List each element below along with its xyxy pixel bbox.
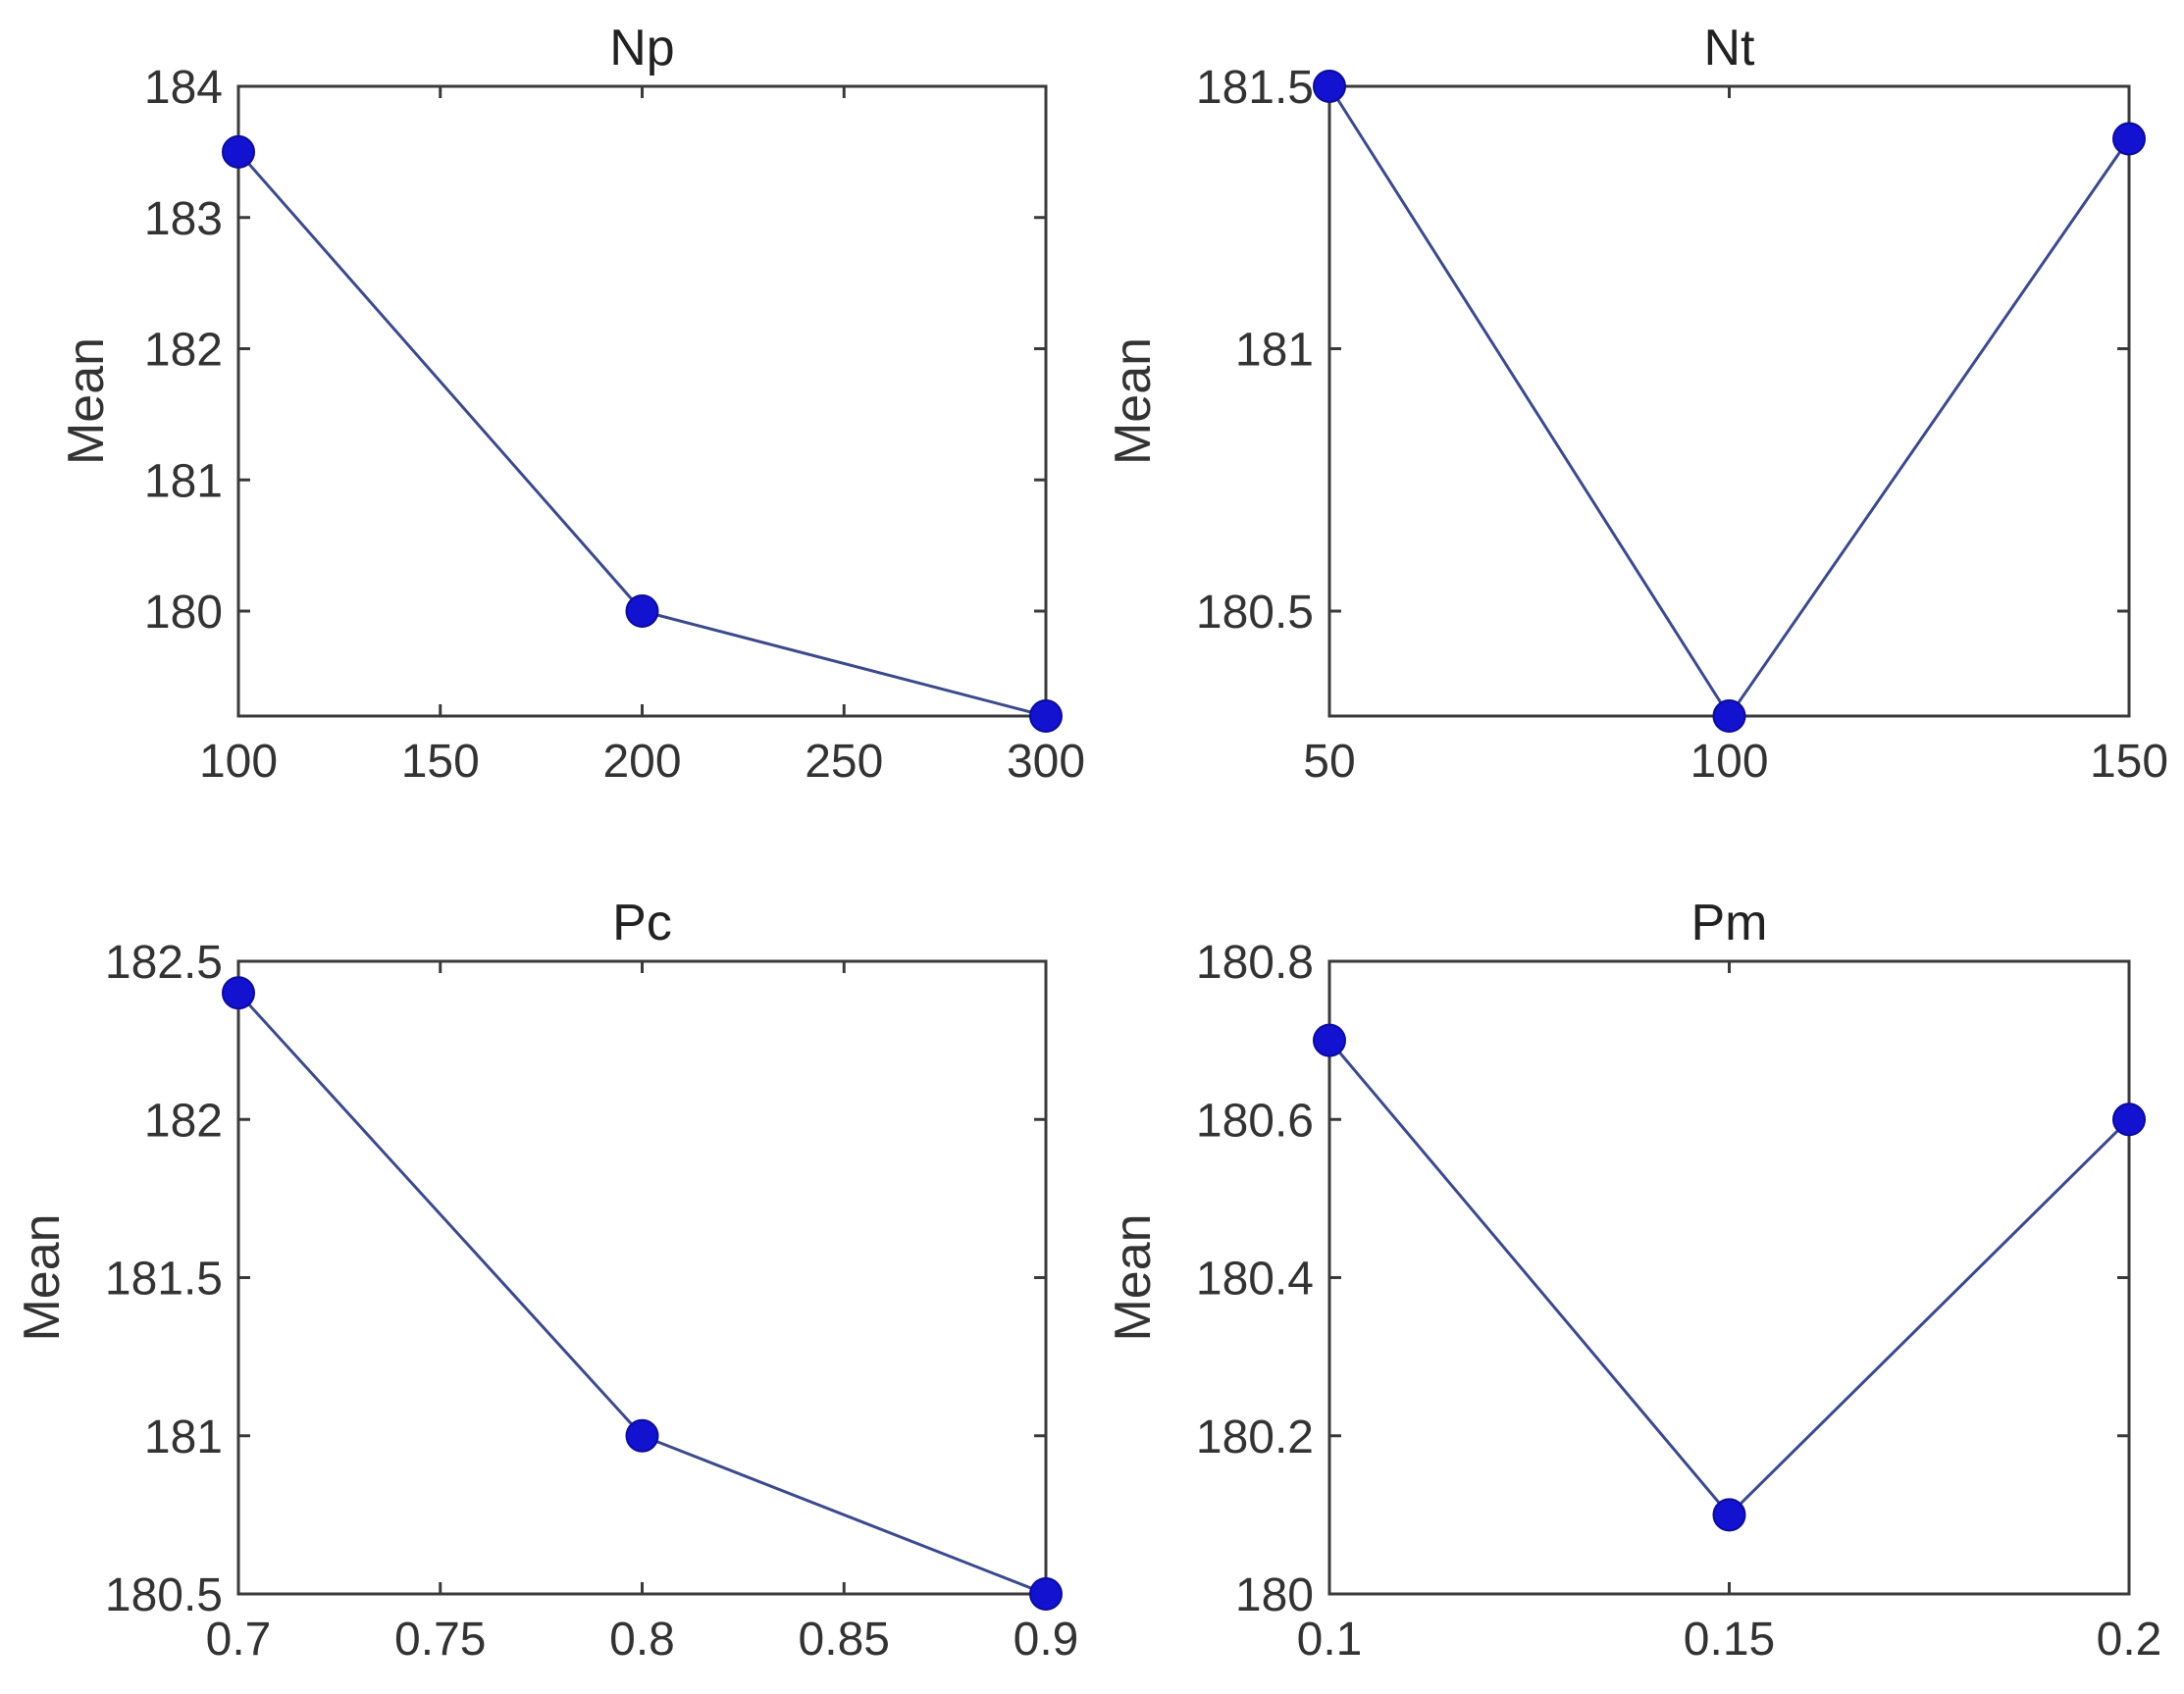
chart3-data-point xyxy=(1712,1498,1746,1532)
chart3-title: Pm xyxy=(1691,895,1768,951)
chart0-ylabel: Mean xyxy=(58,337,115,465)
chart2-ytick-label: 182.5 xyxy=(105,937,223,989)
subplot-pm: 0.1 0.15 0.2 180 180.2 180.4 180.6 180.8 Pm Mean xyxy=(1105,895,2161,1666)
chart1-ylabel: Mean xyxy=(1105,337,1162,465)
chart2-xtick-label: 0.85 xyxy=(799,1614,890,1666)
chart0-ytick-label: 184 xyxy=(144,62,223,114)
chart0-xtick-label: 100 xyxy=(199,736,278,788)
chart1-data-point xyxy=(1712,699,1746,733)
chart3-ytick-label: 180 xyxy=(1235,1569,1314,1621)
chart1-ytick-label: 181.5 xyxy=(1196,62,1314,114)
chart3-ylabel: Mean xyxy=(1105,1213,1162,1341)
chart2-ylabel: Mean xyxy=(14,1213,71,1341)
chart1-xtick-label: 100 xyxy=(1690,736,1768,788)
chart2-xtick-label: 0.75 xyxy=(394,1614,486,1666)
subplot-np: 100 150 200 250 300 180 181 182 183 184 Np Mean xyxy=(58,20,1085,788)
chart2-series-line xyxy=(236,992,1047,1596)
chart0-ytick-label: 181 xyxy=(144,455,223,507)
chart1-title: Nt xyxy=(1704,20,1756,77)
chart0-xtick-label: 200 xyxy=(602,736,681,788)
chart1-ytick-label: 180.5 xyxy=(1196,587,1314,639)
chart0-data-point xyxy=(222,134,255,169)
chart0-data-point xyxy=(1029,699,1063,733)
chart3-xtick-label: 0.1 xyxy=(1297,1614,1363,1666)
chart3-ytick-label: 180.6 xyxy=(1196,1095,1314,1147)
chart0-title: Np xyxy=(609,20,674,77)
chart2-xtick-label: 0.7 xyxy=(206,1614,272,1666)
chart3-series-line xyxy=(1327,1039,2131,1517)
subplot-nt: 50 100 150 180.5 181 181.5 Nt Mean xyxy=(1105,20,2168,788)
subplot-pc: 0.7 0.75 0.8 0.85 0.9 180.5 181 181.5 182 182.5 Pc… xyxy=(14,895,1078,1666)
chart1-data-point xyxy=(1313,70,1346,103)
chart1-xtick-label: 50 xyxy=(1303,736,1355,788)
chart2-data-point xyxy=(1029,1577,1063,1611)
chart2-xtick-label: 0.8 xyxy=(609,1614,675,1666)
chart2-ytick-label: 181 xyxy=(144,1412,223,1463)
chart0-ytick-label: 183 xyxy=(144,193,223,245)
chart3-ytick-label: 180.4 xyxy=(1196,1254,1314,1306)
chart2-ytick-label: 182 xyxy=(144,1095,223,1147)
chart0-ytick-label: 182 xyxy=(144,325,223,377)
chart2-ytick-label: 180.5 xyxy=(105,1569,223,1621)
chart2-axes-box xyxy=(236,959,1048,1596)
chart0-data-point xyxy=(625,594,659,628)
chart2-xtick-label: 0.9 xyxy=(1014,1614,1079,1666)
chart1-data-point xyxy=(2112,122,2146,156)
chart1-axes-box xyxy=(1327,84,2131,718)
chart1-series-line xyxy=(1327,85,2131,719)
chart1-xtick-label: 150 xyxy=(2090,736,2168,788)
chart2-data-point xyxy=(625,1418,659,1453)
chart3-xtick-label: 0.15 xyxy=(1684,1614,1775,1666)
chart1-ytick-label: 181 xyxy=(1235,325,1314,377)
chart3-data-point xyxy=(2112,1103,2146,1137)
chart2-title: Pc xyxy=(612,895,672,951)
chart3-data-point xyxy=(1313,1023,1346,1057)
chart0-series-line xyxy=(236,150,1047,718)
chart3-ytick-label: 180.2 xyxy=(1196,1412,1314,1463)
chart0-ytick-label: 180 xyxy=(144,587,223,639)
chart3-ytick-label: 180.8 xyxy=(1196,937,1314,989)
chart0-xtick-label: 250 xyxy=(805,736,883,788)
chart0-xtick-label: 150 xyxy=(401,736,480,788)
chart3-xtick-label: 0.2 xyxy=(2097,1614,2162,1666)
chart2-data-point xyxy=(222,976,255,1010)
chart0-xtick-label: 300 xyxy=(1007,736,1085,788)
chart2-ytick-label: 181.5 xyxy=(105,1254,223,1306)
